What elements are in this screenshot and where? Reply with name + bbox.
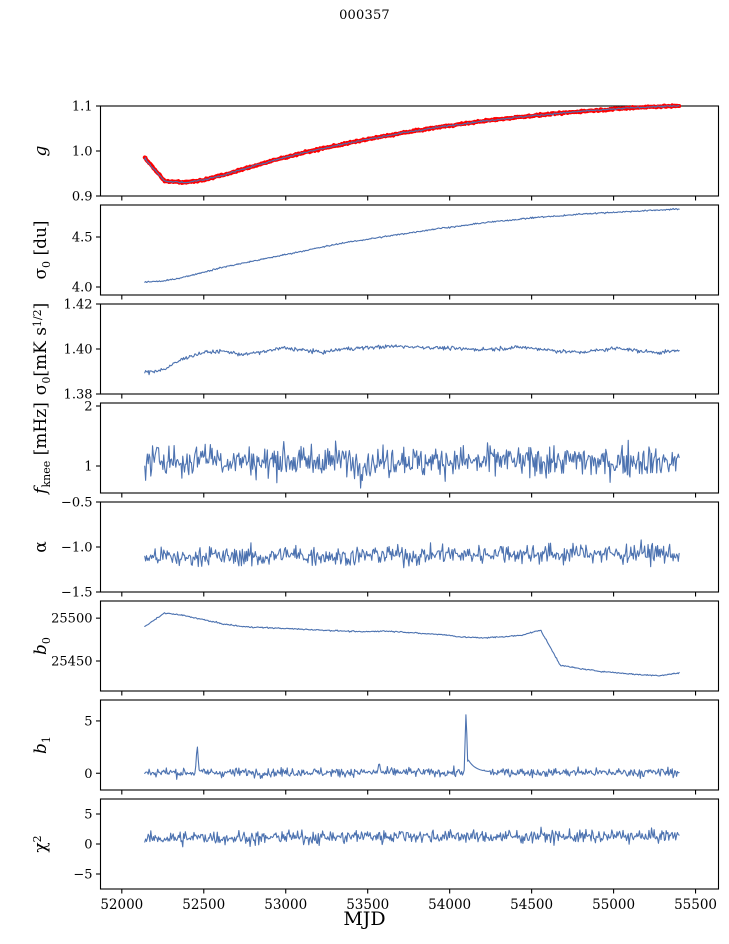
series-sigma0-mk	[144, 344, 680, 376]
panel-frame-sigma0-du	[99, 204, 720, 296]
x-ticklabel-2: 53000	[264, 897, 307, 913]
y-ticklabel-sigma0-mk-2: 1.42	[64, 298, 93, 313]
x-ticklabel-0: 52000	[100, 897, 143, 913]
panel-sigma0-mk: 1.38 1.40 1.42 σ0[mK s1/2]	[31, 298, 720, 403]
series-gain-data	[144, 104, 680, 184]
series-chi2	[144, 826, 680, 848]
y-ticklabel-sigma0-mk-0: 1.38	[64, 388, 93, 403]
panel-frame-b0	[99, 600, 720, 692]
x-ticklabel-6: 55000	[592, 897, 635, 913]
series-gain-fit	[142, 103, 682, 185]
y-axis-label-alpha: α	[31, 541, 51, 553]
panel-chi2: −5 0 5 χ2	[31, 798, 720, 894]
series-fknee	[144, 439, 680, 489]
panel-gain: 0.9 1.0 1.1 g	[31, 100, 720, 205]
panel-b0: 25450 25500 b0	[31, 600, 720, 696]
y-ticklabel-fknee-0: 1	[84, 460, 92, 475]
y-ticklabel-fknee-1: 2	[84, 400, 92, 415]
y-axis-label-fknee: fknee [mHz]	[31, 402, 53, 496]
panel-frame-b1	[99, 699, 720, 791]
y-ticklabel-b1-0: 0	[84, 767, 92, 782]
series-sigma0-du	[144, 207, 680, 283]
y-ticklabel-chi2-1: 0	[84, 838, 92, 853]
y-ticklabel-gain-1: 1.0	[72, 145, 93, 160]
y-ticklabel-sigma0-mk-1: 1.40	[64, 343, 93, 358]
figure-title: 000357	[339, 8, 390, 23]
x-ticklabel-1: 52500	[182, 897, 225, 913]
y-ticklabel-b0-0: 25450	[51, 655, 92, 670]
panel-frame-chi2	[99, 798, 720, 890]
x-ticklabel-4: 54000	[428, 897, 471, 913]
y-axis-label-gain: g	[31, 145, 51, 156]
panel-alpha: −1.5 −1.0 −0.5 α	[31, 496, 720, 601]
y-ticklabel-alpha-2: −0.5	[61, 496, 93, 511]
y-ticklabel-alpha-0: −1.5	[61, 586, 93, 601]
x-ticklabel-7: 55500	[674, 897, 717, 913]
y-ticklabel-chi2-2: 5	[84, 808, 92, 823]
y-axis-label-chi2: χ2	[31, 835, 51, 852]
panel-frame-fknee	[99, 402, 720, 494]
y-axis-label-b1: b1	[31, 736, 53, 754]
panel-b1: 0 5 b1	[31, 699, 720, 795]
y-axis-label-sigma0-mk: σ0[mK s1/2]	[31, 303, 53, 396]
y-axis-label-b0: b0	[31, 637, 53, 655]
x-ticklabel-3: 53500	[346, 897, 389, 913]
y-ticklabel-gain-0: 0.9	[72, 190, 93, 205]
panel-sigma0-du: 4.0 4.5 σ0 [du]	[31, 204, 720, 300]
y-ticklabel-b0-1: 25500	[51, 612, 92, 627]
series-b1	[144, 714, 680, 780]
series-b0	[144, 612, 680, 677]
y-ticklabel-b1-1: 5	[84, 714, 92, 729]
y-ticklabel-chi2-0: −5	[73, 868, 92, 883]
x-axis-label: MJD	[343, 908, 386, 930]
y-ticklabel-gain-2: 1.1	[72, 100, 93, 115]
y-ticklabel-sigma0-du-0: 4.0	[72, 281, 93, 296]
x-ticklabel-5: 54500	[510, 897, 553, 913]
y-axis-label-sigma0-du: σ0 [du]	[31, 220, 53, 279]
panel-fknee: 1 2 fknee [mHz]	[31, 400, 720, 498]
y-ticklabel-alpha-1: −1.0	[61, 541, 93, 556]
y-ticklabel-sigma0-du-1: 4.5	[72, 231, 93, 246]
series-alpha	[144, 539, 680, 569]
